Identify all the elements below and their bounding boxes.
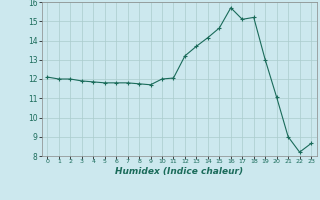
X-axis label: Humidex (Indice chaleur): Humidex (Indice chaleur) [115, 167, 243, 176]
